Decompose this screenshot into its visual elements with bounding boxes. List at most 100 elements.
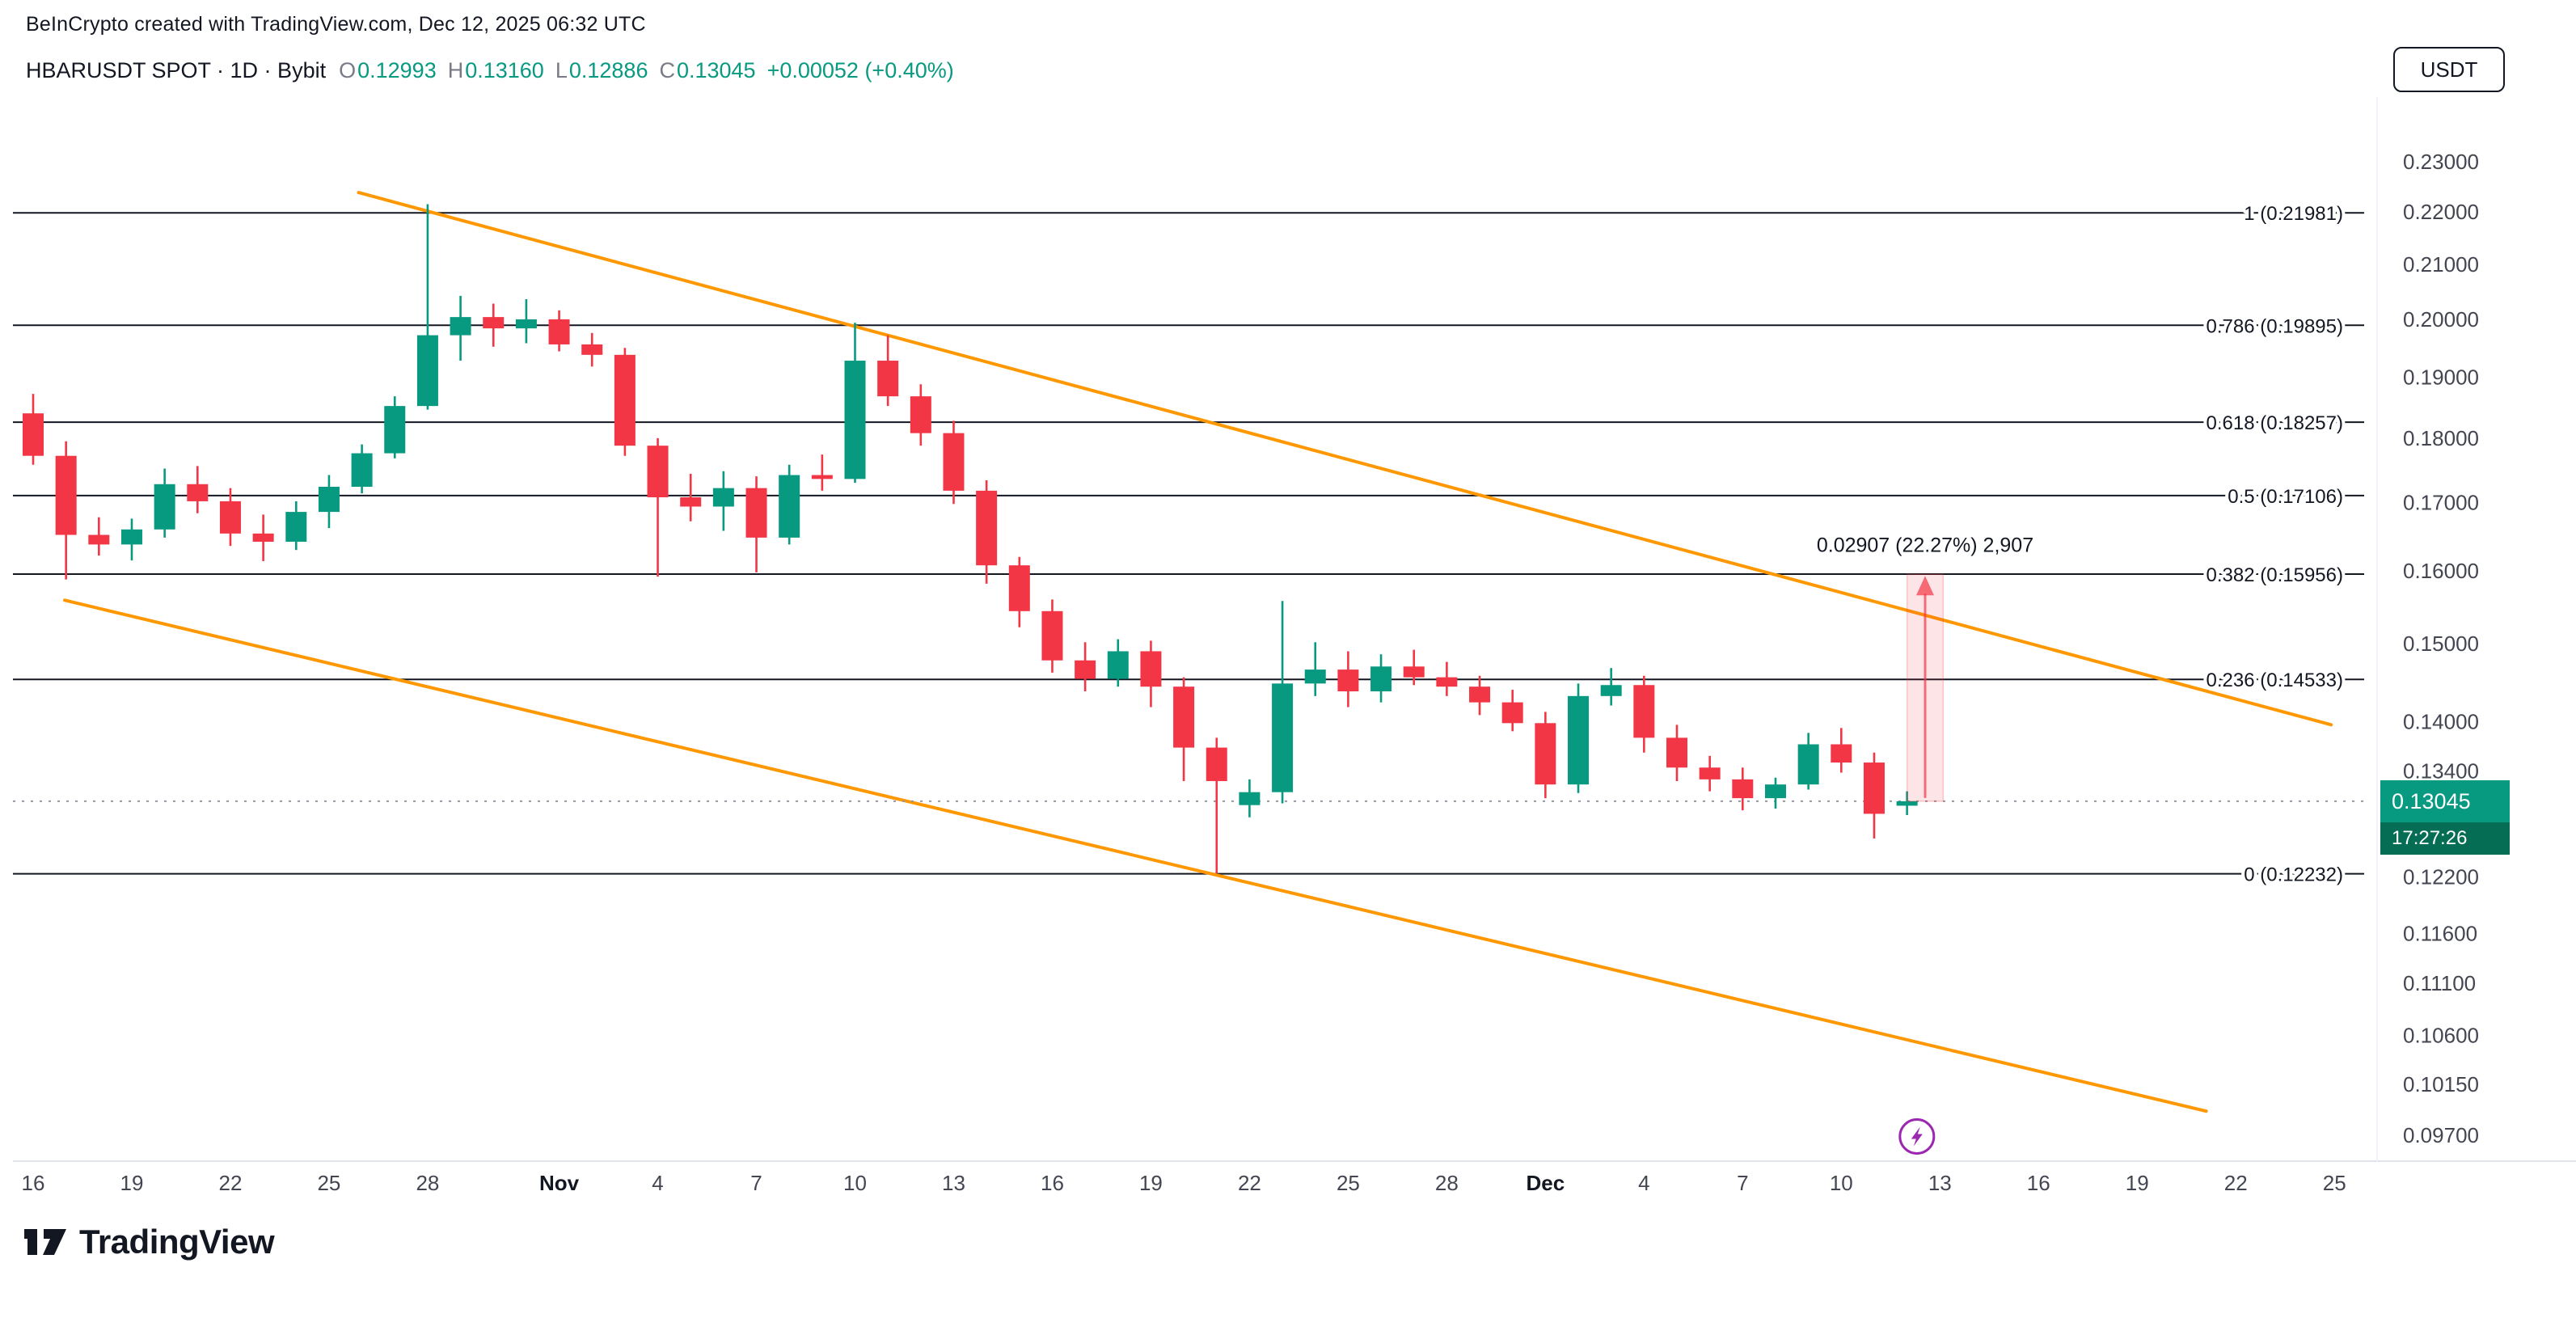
price-axis-label: 0.16000 [2403,559,2479,583]
ohlc-low-label: L [555,58,568,82]
candle-body [712,488,734,507]
candle-body [1173,686,1195,748]
ohlc-low: L 0.12886 [555,58,648,83]
fib-level-label: 0.618 (0.18257) [2206,412,2343,434]
candle-body [1140,651,1162,687]
time-axis-label: 7 [1737,1171,1748,1195]
measurement-label: 0.02907 (22.27%) 2,907 [1817,534,2033,556]
tradingview-logo-text: TradingView [79,1223,275,1261]
symbol-title[interactable]: HBARUSDT SPOT · 1D · Bybit [26,58,327,82]
time-axis-label: 16 [1041,1171,1064,1195]
candle-body [187,484,209,501]
price-axis-label: 0.18000 [2403,426,2479,450]
time-axis-label: 4 [1638,1171,1649,1195]
time-axis-label: 28 [1435,1171,1459,1195]
candle-body [1337,670,1359,691]
fib-level-label: 0.382 (0.15956) [2206,564,2343,586]
current-price-badge: 0.13045 17:27:26 [2380,779,2510,855]
fib-level-label: 0 (0.12232) [2244,864,2343,886]
time-axis-label: 25 [317,1171,340,1195]
ohlc-open: O 0.12993 [339,58,437,83]
candle-body [581,344,603,355]
price-axis-label: 0.12200 [2403,864,2479,889]
ohlc-high-value: 0.13160 [465,58,544,82]
time-axis-label: 22 [2224,1171,2248,1195]
time-axis-label: 19 [1139,1171,1163,1195]
candle-body [1436,677,1458,687]
ohlc-high-label: H [447,58,464,82]
candle-body [1469,686,1491,703]
attribution-text: BeInCrypto created with TradingView.com,… [26,13,646,36]
candle-body [1633,685,1655,738]
time-axis-label: 25 [1337,1171,1360,1195]
candle-body [1075,660,1096,679]
price-axis-label: 0.09700 [2403,1123,2479,1147]
tradingview-mark-icon [24,1229,66,1255]
fib-level-label: 0.236 (0.14533) [2206,670,2343,691]
price-axis-label: 0.17000 [2403,491,2479,515]
lightning-marker[interactable] [1898,1117,1936,1155]
candle-body [1764,784,1786,799]
candle-body [351,453,373,488]
candle-body [120,529,142,545]
time-axis-label: 22 [218,1171,242,1195]
candle-body [1797,744,1819,785]
ohlc-values: O 0.12993 H 0.13160 L 0.12886 C 0.13045 +0.0… [339,58,954,83]
ohlc-high: H 0.13160 [448,58,544,83]
ohlc-low-value: 0.12886 [568,58,648,82]
candle-body [1008,565,1030,611]
channel-lower-trendline[interactable] [63,598,2208,1113]
candle-body [1896,801,1918,806]
ohlc-close-label: C [659,58,675,82]
candle-body [614,354,636,446]
time-axis-label: 10 [1830,1171,1853,1195]
candle-body [285,512,307,542]
candle-body [252,533,274,542]
time-axis-label: 16 [2027,1171,2050,1195]
candle-body [88,534,110,545]
fib-level-label: 0.786 (0.19895) [2206,315,2343,337]
fib-level-label: 1 (0.21981) [2244,203,2343,225]
ohlc-open-value: 0.12993 [357,58,437,82]
tradingview-logo[interactable]: TradingView [24,1223,275,1261]
candle-body [1304,670,1326,684]
price-axis-label: 0.10150 [2403,1072,2479,1096]
candle-body [844,361,866,479]
bar-countdown: 17:27:26 [2380,822,2510,855]
time-axis-label: 22 [1238,1171,1261,1195]
candlestick-series[interactable] [23,204,1918,873]
candle-body [976,490,998,566]
price-axis-label: 0.22000 [2403,200,2479,224]
time-axis-label: 7 [750,1171,762,1195]
lightning-icon [1911,1126,1923,1147]
fib-level-label: 0.5 (0.17106) [2228,486,2343,508]
price-axis-label: 0.19000 [2403,365,2479,389]
price-axis-label: 0.11600 [2403,922,2477,946]
candle-body [1501,702,1523,724]
currency-toggle-button[interactable]: USDT [2393,47,2505,92]
candle-body [1568,695,1590,785]
price-axis-label: 0.20000 [2403,307,2479,332]
candle-body [680,497,702,507]
candle-body [1041,610,1063,661]
channel-upper-trendline[interactable] [357,191,2333,727]
candle-body [1272,683,1294,792]
time-axis-label: Nov [539,1171,580,1195]
candle-body [811,475,833,479]
price-axis[interactable]: 0.23000 0.22000 0.21000 0.20000 0.19000 0.180… [2403,150,2479,1147]
price-axis-label: 0.10600 [2403,1023,2479,1047]
price-axis-label: 0.11100 [2403,971,2476,995]
time-axis-label: 4 [652,1171,663,1195]
time-axis[interactable]: 16 19 22 25 28 Nov 4 7 10 13 16 19 22 25 28 Dec 4 7 10 13 16… [22,1171,2346,1195]
candle-body [1699,767,1721,779]
fib-retracement[interactable]: 1 (0.21981) 0.786 (0.19895) 0.618 (0.18257… [13,200,2364,889]
price-axis-label: 0.14000 [2403,709,2479,733]
price-axis-label: 0.21000 [2403,252,2479,277]
candle-body [55,455,77,535]
current-price-value: 0.13045 [2380,779,2510,822]
candle-body [1600,685,1622,696]
time-axis-label: 28 [416,1171,439,1195]
time-axis-label: 10 [843,1171,867,1195]
time-axis-label: Dec [1527,1171,1565,1195]
